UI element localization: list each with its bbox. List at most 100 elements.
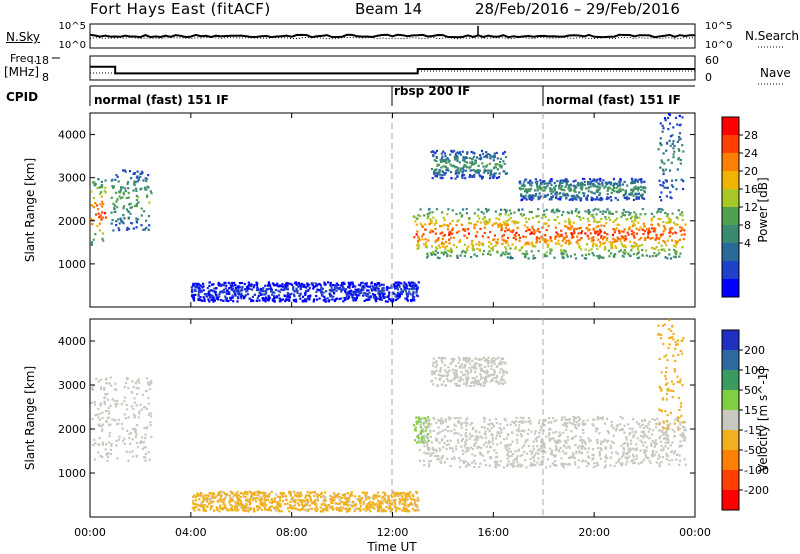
velocity-cell	[542, 450, 545, 453]
power-cell	[643, 197, 646, 200]
power-cell	[101, 211, 104, 214]
velocity-cell	[404, 501, 407, 504]
velocity-cell	[125, 403, 128, 407]
velocity-cell	[264, 495, 267, 498]
velocity-cell	[474, 454, 477, 457]
velocity-cell	[434, 377, 437, 380]
velocity-cell	[270, 490, 273, 493]
velocity-cell	[249, 502, 252, 505]
power-cell	[374, 294, 377, 297]
velocity-cell	[466, 464, 469, 467]
velocity-cell	[654, 442, 657, 445]
power-cell	[531, 181, 534, 184]
velocity-cell	[378, 495, 381, 498]
power-cell	[539, 195, 542, 198]
power-cell	[286, 292, 289, 295]
velocity-cell	[631, 430, 634, 433]
velocity-cell	[664, 434, 668, 437]
velocity-cell	[529, 422, 532, 425]
power-cell	[648, 229, 651, 232]
velocity-cell	[274, 506, 277, 509]
velocity-cell	[629, 439, 633, 442]
power-cell	[558, 222, 561, 225]
velocity-cell	[641, 419, 644, 422]
power-cell	[537, 187, 540, 190]
power-cell	[101, 237, 104, 240]
velocity-cell	[541, 444, 544, 447]
power-cell	[477, 208, 480, 211]
power-cell	[603, 186, 606, 189]
power-cell	[543, 189, 546, 192]
velocity-cell	[615, 461, 618, 464]
power-cell	[324, 300, 327, 303]
power-cell	[581, 254, 584, 257]
power-cell	[466, 151, 469, 154]
power-cell	[480, 149, 484, 152]
power-cell	[581, 230, 584, 233]
power-cell	[657, 238, 661, 241]
power-cell	[304, 298, 307, 301]
power-cell	[636, 193, 639, 196]
power-cell	[117, 218, 120, 221]
power-cell	[603, 231, 607, 234]
power-cell	[449, 222, 452, 225]
velocity-cell	[521, 429, 525, 432]
power-cell	[500, 229, 503, 232]
velocity-cell	[302, 507, 305, 510]
power-cell	[503, 170, 506, 173]
power-cell	[448, 231, 451, 234]
power-cell	[452, 236, 455, 239]
power-cell	[613, 238, 616, 242]
power-cell	[555, 208, 558, 212]
velocity-cell	[651, 429, 655, 432]
power-cell	[300, 285, 303, 288]
power-cell	[208, 300, 211, 303]
velocity-cell	[477, 445, 481, 449]
velocity-cell	[415, 499, 418, 502]
velocity-cell	[208, 502, 211, 505]
power-cell	[659, 217, 662, 221]
power-cell	[651, 237, 654, 240]
power-cell	[598, 254, 601, 257]
power-cell	[633, 211, 636, 214]
velocity-cell	[386, 500, 389, 503]
velocity-cell	[117, 422, 120, 425]
velocity-cell	[415, 416, 418, 419]
power-cell	[569, 255, 573, 258]
power-cell	[215, 287, 218, 290]
power-cell	[645, 254, 648, 257]
power-cell	[666, 186, 669, 189]
velocity-cell	[601, 416, 604, 419]
velocity-cell	[650, 442, 653, 445]
power-cell	[657, 249, 660, 252]
velocity-cell	[512, 453, 515, 456]
power-cell	[250, 283, 253, 286]
velocity-cell	[358, 507, 361, 510]
power-cell	[443, 173, 446, 176]
velocity-cell	[441, 422, 444, 425]
velocity-cell	[518, 424, 521, 427]
power-cell	[572, 180, 575, 183]
power-cell	[629, 240, 632, 243]
velocity-cell	[621, 463, 624, 466]
power-cell	[650, 219, 653, 222]
power-cell	[417, 237, 420, 240]
velocity-cell	[536, 461, 539, 464]
velocity-cell	[479, 435, 482, 438]
velocity-cell	[240, 505, 243, 508]
velocity-cell	[301, 502, 304, 505]
power-cell	[454, 152, 457, 155]
velocity-cell	[453, 358, 456, 361]
power-cell	[456, 256, 459, 259]
velocity-cell	[239, 500, 243, 503]
power-cell	[544, 234, 547, 237]
velocity-cell	[538, 435, 541, 438]
velocity-cell	[682, 439, 685, 442]
velocity-cell	[440, 456, 443, 460]
velocity-cell	[99, 404, 102, 407]
velocity-cell	[380, 510, 383, 513]
power-cell	[578, 227, 581, 230]
velocity-cell	[235, 495, 239, 498]
power-cell	[486, 222, 489, 225]
power-cell	[135, 199, 138, 202]
